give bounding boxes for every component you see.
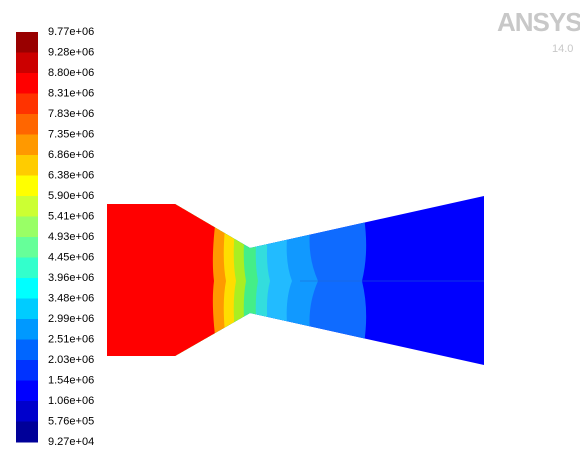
region-red xyxy=(107,196,220,365)
legend-label: 6.86e+06 xyxy=(48,149,94,161)
legend-label: 2.51e+06 xyxy=(48,333,94,345)
legend-label: 1.54e+06 xyxy=(48,374,94,386)
legend-band xyxy=(16,421,38,443)
legend-band xyxy=(16,73,38,94)
legend-band xyxy=(16,175,38,197)
legend-label: 8.80e+06 xyxy=(48,67,94,79)
legend-label: 9.28e+06 xyxy=(48,46,94,58)
logo-version: 14.0 xyxy=(552,43,573,55)
logo: ANSYS 14.0 xyxy=(497,7,580,55)
logo-brand: ANSYS xyxy=(497,7,580,37)
legend-band xyxy=(16,380,38,402)
legend-band xyxy=(16,339,38,361)
legend-band xyxy=(16,237,38,258)
legend-band xyxy=(16,93,38,115)
legend-label: 5.76e+05 xyxy=(48,415,94,427)
nozzle-contour xyxy=(107,196,484,365)
legend-label: 8.31e+06 xyxy=(48,87,94,99)
legend-band xyxy=(16,155,38,176)
legend-band xyxy=(16,32,38,53)
legend-label: 4.93e+06 xyxy=(48,231,94,243)
legend-band xyxy=(16,52,38,74)
legend-label: 2.03e+06 xyxy=(48,354,94,366)
legend-band xyxy=(16,360,38,381)
legend-band xyxy=(16,401,38,422)
legend-label: 6.38e+06 xyxy=(48,169,94,181)
legend-label: 4.45e+06 xyxy=(48,251,94,263)
legend-label: 3.48e+06 xyxy=(48,292,94,304)
legend-label: 5.41e+06 xyxy=(48,210,94,222)
legend-band xyxy=(16,196,38,217)
legend-band xyxy=(16,257,38,279)
legend-label: 7.35e+06 xyxy=(48,128,94,140)
legend-label: 9.27e+04 xyxy=(48,436,94,448)
legend-label: 7.83e+06 xyxy=(48,108,94,120)
legend-label: 3.96e+06 xyxy=(48,272,94,284)
legend-band xyxy=(16,114,38,135)
legend-label: 9.77e+06 xyxy=(48,26,94,38)
legend-band xyxy=(16,278,38,299)
legend-band xyxy=(16,319,38,340)
legend-label: 2.99e+06 xyxy=(48,313,94,325)
color-legend: 9.77e+06 9.28e+06 8.80e+06 8.31e+06 7.83e+06… xyxy=(16,26,94,448)
legend-band xyxy=(16,298,38,320)
legend-band xyxy=(16,134,38,156)
legend-label: 5.90e+06 xyxy=(48,190,94,202)
legend-band xyxy=(16,216,38,238)
legend-label: 1.06e+06 xyxy=(48,395,94,407)
